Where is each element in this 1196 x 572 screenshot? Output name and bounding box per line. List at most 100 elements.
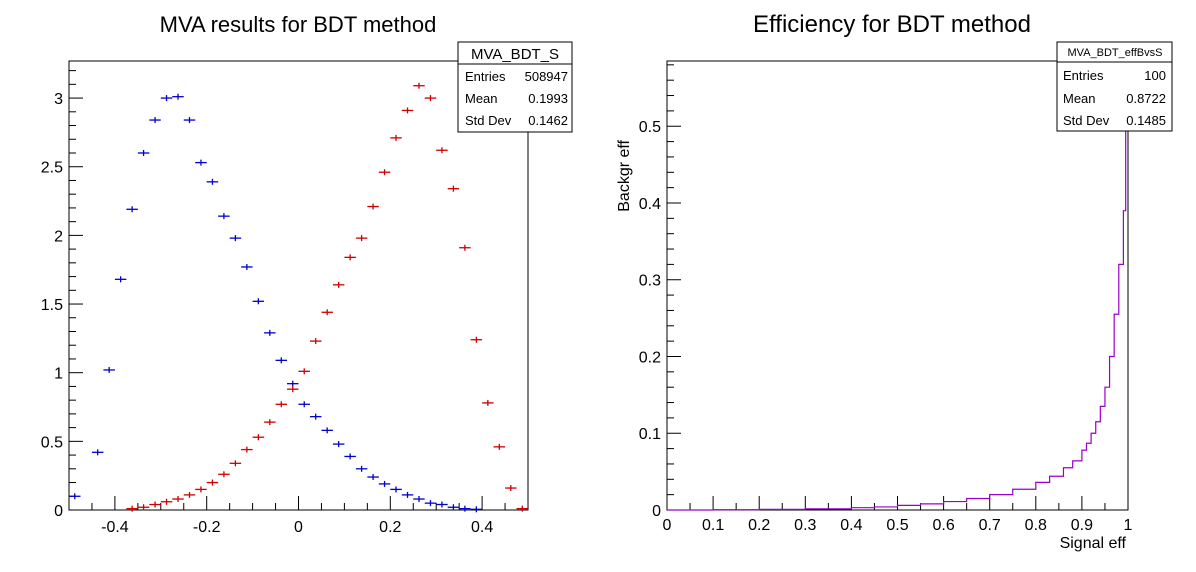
data-point (390, 134, 402, 141)
x-tick-label: 0 (663, 517, 672, 534)
data-point (436, 147, 448, 154)
chart-title: Efficiency for BDT method (753, 11, 1031, 38)
data-point (309, 413, 322, 420)
data-point (149, 117, 161, 124)
data-point (367, 474, 379, 481)
data-point (252, 298, 265, 305)
x-tick-label: 0.9 (1071, 517, 1093, 534)
stats-label-stddev: Std Dev (465, 113, 512, 128)
data-point (287, 386, 299, 393)
data-point (172, 93, 184, 100)
data-point (505, 485, 517, 492)
x-tick-label: 0.8 (1025, 517, 1047, 534)
x-tick-label: -0.2 (193, 519, 221, 536)
data-point (160, 498, 173, 505)
x-tick-label: 0.6 (932, 517, 954, 534)
data-point (424, 95, 437, 102)
stats-box: MVA_BDT_S Entries 508947 Mean 0.1993 Std… (457, 41, 573, 133)
data-point (298, 401, 310, 408)
y-tick-label: 0 (54, 503, 63, 520)
x-tick-label: 0.2 (379, 519, 401, 536)
axis-ticks: 0 0.1 0.2 0.3 0.4 0.5 0.6 0.7 0.8 0.9 1 0 0.1 0.2 0.3 0… (639, 64, 1133, 534)
data-point (241, 263, 253, 270)
data-point (424, 500, 437, 507)
data-point (493, 443, 506, 450)
data-point (321, 309, 333, 316)
data-point (355, 235, 368, 242)
efficiency-panel: Efficiency for BDT method 0 0.1 0.2 0.3 0.4 0… (616, 11, 1173, 552)
data-point (401, 491, 414, 498)
data-point (264, 329, 276, 336)
x-axis-label: Signal eff (1060, 535, 1127, 552)
stats-value-entries: 508947 (525, 69, 568, 84)
stats-box-name: MVA_BDT_S (471, 46, 559, 63)
data-point (309, 338, 322, 345)
data-point (137, 149, 150, 156)
chart-title: MVA results for BDT method (160, 12, 437, 37)
data-point (195, 159, 207, 166)
data-point (126, 505, 138, 512)
data-point (229, 460, 242, 467)
data-point (275, 357, 288, 364)
stats-value-mean: 0.8722 (1126, 91, 1166, 106)
data-point (114, 276, 127, 283)
plot-marks (667, 61, 1129, 511)
data-point (229, 235, 242, 242)
x-tick-label: 1 (1124, 517, 1133, 534)
data-point (401, 107, 414, 114)
data-point (378, 169, 391, 176)
data-point (126, 206, 138, 213)
data-point (378, 480, 391, 487)
x-tick-label: -0.4 (101, 519, 129, 536)
data-point (218, 471, 230, 478)
x-tick-label: 0.4 (840, 517, 862, 534)
stats-label-entries: Entries (1063, 68, 1104, 83)
data-point (160, 95, 173, 102)
y-tick-label: 2 (54, 228, 63, 245)
data-point (470, 506, 483, 513)
data-point (103, 366, 115, 373)
data-point (355, 465, 368, 472)
data-point (275, 401, 288, 408)
data-point (69, 493, 81, 500)
stats-value-stddev: 0.1462 (528, 113, 568, 128)
data-point (436, 501, 448, 508)
data-point (91, 449, 104, 456)
stats-box-name: MVA_BDT_effBvsS (1068, 47, 1163, 59)
stats-label-mean: Mean (1063, 91, 1096, 106)
stats-value-stddev: 0.1485 (1126, 113, 1166, 128)
data-point (206, 479, 219, 486)
data-point (332, 441, 345, 448)
y-tick-label: 0.4 (639, 196, 661, 213)
data-point (413, 82, 425, 89)
y-tick-label: 3 (54, 91, 63, 108)
data-point (447, 504, 460, 511)
data-point (447, 185, 460, 192)
stats-label-entries: Entries (465, 69, 506, 84)
stats-box: MVA_BDT_effBvsS Entries 100 Mean 0.8722 … (1056, 41, 1173, 132)
x-tick-label: 0.1 (702, 517, 724, 534)
y-tick-label: 0.1 (639, 426, 661, 443)
bdt-response-panel: MVA results for BDT method -0.4 -0.2 0 0.2 0… (41, 12, 573, 536)
data-point (459, 244, 471, 251)
x-tick-label: 0.5 (886, 517, 908, 534)
data-point (321, 427, 333, 434)
data-point (298, 368, 310, 375)
data-point (218, 213, 230, 220)
data-point (195, 486, 207, 493)
data-point (390, 486, 402, 493)
y-tick-label: 0.3 (639, 273, 661, 290)
y-tick-label: 0.5 (41, 434, 63, 451)
data-point (183, 491, 196, 498)
data-point (470, 336, 483, 343)
x-tick-label: 0.2 (748, 517, 770, 534)
data-point (172, 496, 184, 503)
data-point (149, 501, 161, 508)
x-tick-label: 0.3 (794, 517, 816, 534)
y-tick-label: 1.5 (41, 297, 63, 314)
y-tick-label: 0.2 (639, 349, 661, 366)
x-tick-label: 0.4 (471, 519, 493, 536)
y-axis-label: Backgr eff (616, 139, 633, 211)
stats-label-stddev: Std Dev (1063, 113, 1110, 128)
